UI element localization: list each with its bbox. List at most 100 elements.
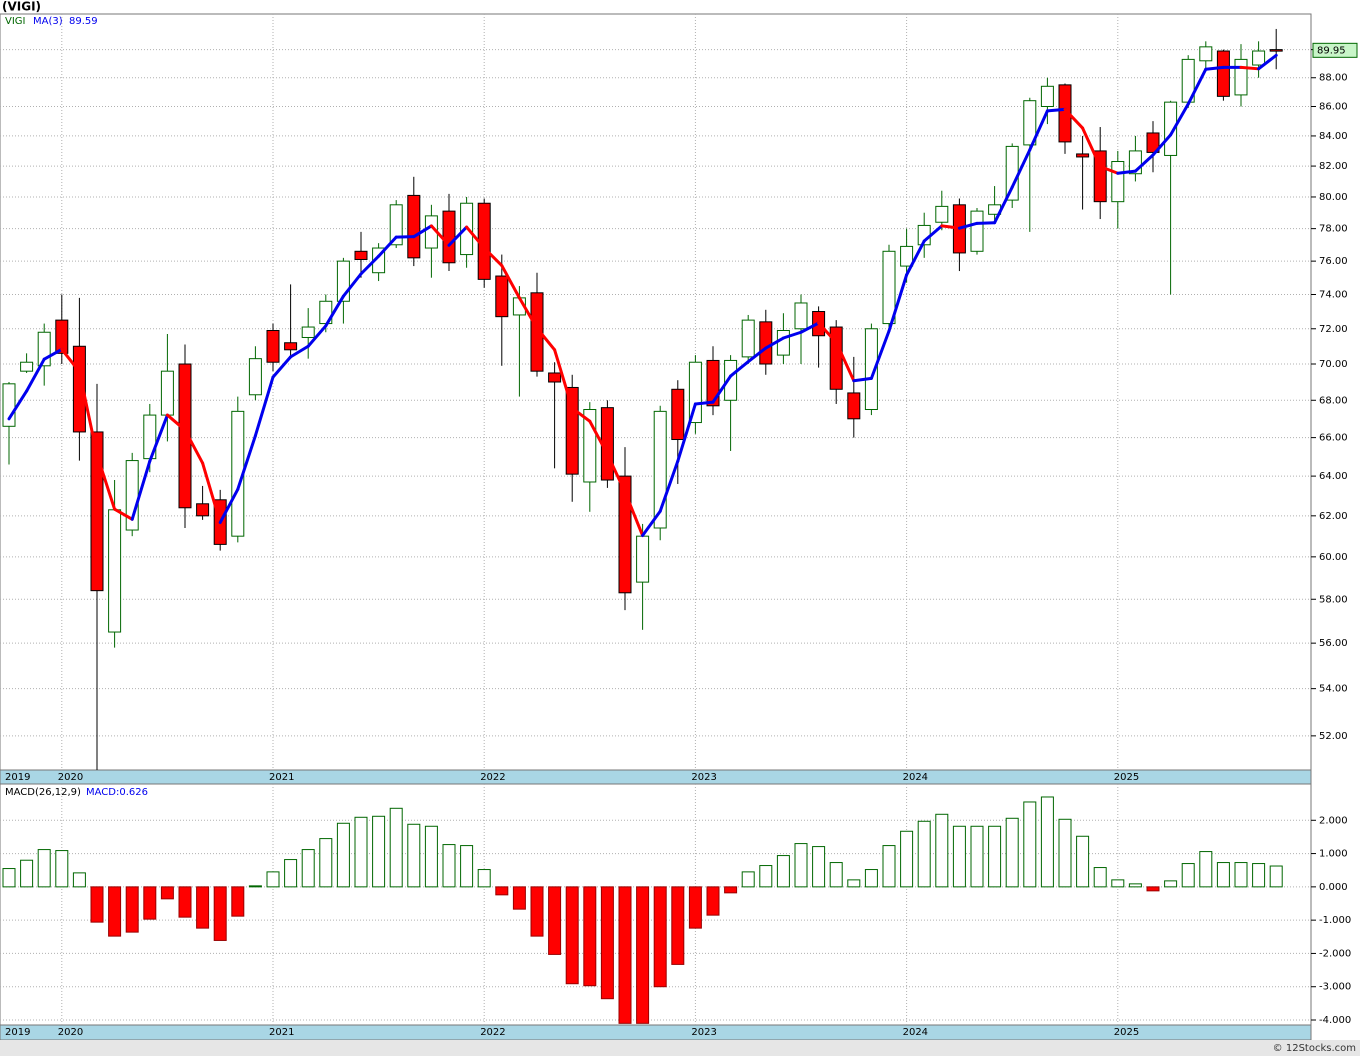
macd-bar (196, 886, 210, 929)
candle-body (1111, 161, 1125, 203)
macd-bar (266, 871, 280, 888)
x-tick-label: 2024 (903, 1027, 928, 1038)
y-tick-label: 72.00 (1319, 324, 1348, 335)
ma-segment (165, 413, 187, 432)
macd-bar (1040, 796, 1054, 888)
ma-segment (465, 225, 486, 250)
candle-body (706, 359, 720, 407)
legend-ma: MA(3) (33, 16, 63, 27)
footer-text: © 12Stocks.com (1273, 1043, 1356, 1054)
macd-bar (565, 886, 579, 985)
ma-segment (535, 326, 557, 352)
ma-segment (25, 357, 46, 393)
x-tick-label: 2024 (903, 772, 928, 783)
macd-bar (583, 886, 597, 987)
macd-title: MACD(26,12,9) (5, 787, 81, 798)
candle-body (530, 292, 544, 372)
macd-bar (864, 869, 878, 888)
x-tick-label: 2025 (1114, 1027, 1139, 1038)
ma-segment (113, 507, 134, 521)
candle-body (741, 319, 755, 358)
macd-bar (1164, 880, 1178, 888)
macd-bar (812, 846, 826, 888)
macd-bar (442, 844, 456, 888)
macd-bar (970, 825, 984, 888)
candle-body (354, 250, 368, 260)
ma-segment (975, 221, 997, 225)
ma-segment (482, 246, 504, 268)
candle-body (882, 250, 896, 325)
macd-bar (1005, 817, 1019, 888)
candle-body (1164, 101, 1178, 156)
macd-bar (1128, 883, 1142, 888)
x-tick-label: 2023 (691, 1027, 716, 1038)
ma-segment (447, 225, 469, 247)
candle-body (301, 326, 315, 338)
y-tick-label: 88.00 (1319, 73, 1348, 84)
y-tick-label: 84.00 (1319, 131, 1348, 142)
candle-body (565, 386, 579, 475)
y-tick-label: 56.00 (1319, 638, 1348, 649)
ma-segment (1257, 53, 1278, 71)
ma-segment (517, 296, 539, 330)
macd-bar (160, 886, 174, 900)
ma-segment (1098, 165, 1120, 175)
y-tick-label: 52.00 (1319, 731, 1348, 742)
ma-segment (429, 224, 451, 247)
macd-bar (1076, 835, 1090, 888)
y-tick-label: 0.000 (1319, 882, 1348, 893)
candle-body (389, 204, 403, 246)
candle-body (900, 245, 914, 267)
macd-plot (2, 796, 1283, 1024)
ma-segment (60, 347, 81, 374)
macd-bar (952, 825, 966, 888)
y-tick-label: -2.000 (1319, 948, 1351, 959)
candle-body (1058, 84, 1072, 143)
ma-segment (201, 461, 222, 525)
y-tick-label: 1.000 (1319, 849, 1348, 860)
candle-body (970, 210, 984, 252)
ma-segment (553, 348, 574, 410)
ma-segment (605, 452, 627, 494)
candle-body (759, 321, 773, 365)
macd-bar (354, 816, 368, 888)
ma-segment (1081, 126, 1102, 169)
macd-bar (548, 886, 562, 955)
ma-segment (377, 235, 398, 258)
y-tick-label: 68.00 (1319, 395, 1348, 406)
ma-segment (1028, 109, 1049, 152)
ma-segment (341, 272, 363, 298)
macd-bar (688, 886, 702, 929)
ma-segment (887, 273, 909, 333)
macd-legend: MACD:0.626 (86, 787, 148, 798)
macd-bar (829, 862, 843, 888)
ma-segment (500, 264, 521, 300)
macd-bar (301, 849, 315, 888)
macd-bar (20, 859, 34, 888)
macd-bar (776, 855, 790, 888)
candle-body (688, 361, 702, 424)
x-tick-label: 2023 (691, 772, 716, 783)
ma-segment (236, 434, 257, 491)
x-tick-label: 2020 (58, 772, 83, 783)
candle-body (160, 370, 174, 416)
ma-segment (746, 346, 768, 364)
x-tick-label: 2019 (5, 772, 30, 783)
y-tick-label: 70.00 (1319, 359, 1348, 370)
macd-bar (72, 872, 86, 888)
y-tick-label: 78.00 (1319, 224, 1348, 235)
macd-bar (495, 886, 509, 896)
axes: 52.00 54.00 56.00 58.00 60.00 62.00 64.00 66.00… (5, 42, 1358, 1038)
ma-segment (993, 185, 1014, 225)
ma-segment (940, 224, 961, 230)
ma-segment (1133, 153, 1155, 173)
macd-bar (741, 871, 755, 888)
macd-bar (618, 886, 632, 1024)
y-tick-label: 76.00 (1319, 256, 1348, 267)
last-price-label: 89.95 (1317, 45, 1346, 56)
macd-bar (424, 825, 438, 888)
ma-segment (95, 453, 117, 511)
candle-body (196, 503, 210, 517)
macd-bar (55, 850, 69, 888)
macd-bar (213, 886, 227, 941)
